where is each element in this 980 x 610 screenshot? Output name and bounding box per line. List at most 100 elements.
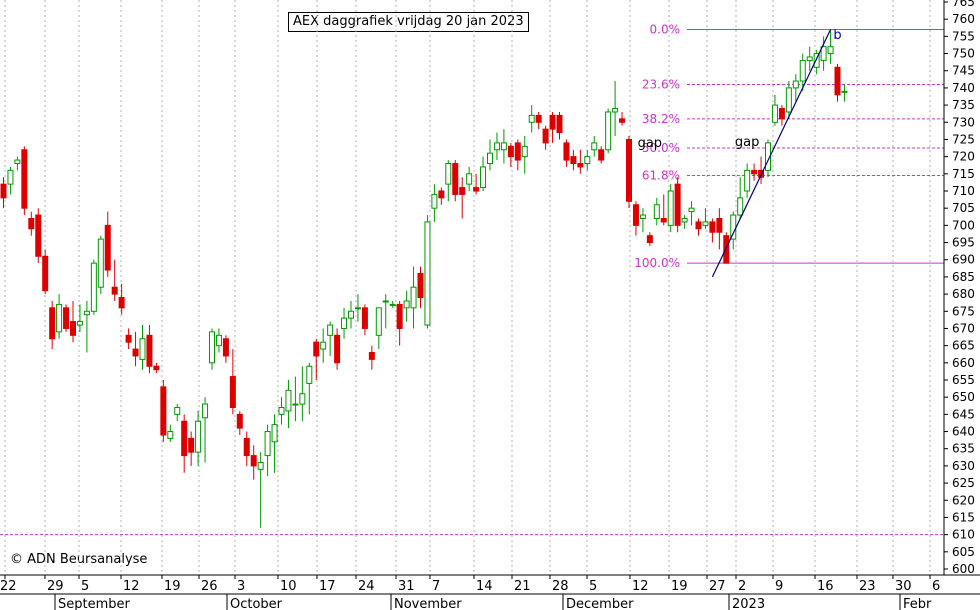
candle: [785, 81, 792, 119]
candle: [334, 328, 341, 370]
candle: [410, 266, 417, 329]
x-tick-label: 17: [319, 579, 336, 594]
candle-body: [549, 114, 556, 130]
candle: [90, 259, 97, 315]
candle: [716, 208, 723, 250]
candle-body: [153, 365, 160, 371]
candle-body: [7, 169, 14, 185]
candle-body: [139, 338, 146, 360]
candle: [285, 380, 292, 429]
candle-body: [695, 221, 702, 230]
candle: [841, 84, 848, 102]
candle-body: [709, 221, 716, 233]
x-tick-label: 26: [201, 579, 218, 594]
candle-body: [702, 221, 709, 226]
y-tick-label: 710: [952, 184, 975, 198]
y-tick-label: 630: [952, 459, 975, 473]
fibonacci-levels: 0.0% 23.6% 38.2% 50.0% 61.8% 100.0%: [0, 22, 944, 536]
y-tick-label: 705: [952, 201, 975, 215]
candle-body: [820, 46, 827, 61]
y-tick-label: 720: [952, 150, 975, 164]
candle: [500, 129, 507, 164]
candle: [313, 338, 320, 380]
y-tick-label: 660: [952, 356, 975, 370]
candle-body: [410, 286, 417, 309]
fib-label: 38.2%: [642, 112, 680, 126]
candle: [660, 194, 667, 226]
y-tick-label: 600: [952, 562, 975, 576]
candle: [702, 208, 709, 229]
candle: [382, 294, 389, 329]
candle-body: [473, 187, 480, 192]
candle-body: [841, 90, 848, 93]
candle-body: [278, 406, 285, 415]
candle-body: [76, 321, 83, 326]
candle: [97, 235, 104, 295]
candle-body: [535, 114, 542, 123]
candle: [146, 325, 153, 374]
candle-body: [97, 238, 104, 288]
candle-body: [737, 197, 744, 216]
candle-body: [570, 156, 577, 165]
candle: [542, 125, 549, 150]
candle: [132, 331, 139, 367]
candle-body: [229, 376, 236, 408]
candle-body: [493, 142, 500, 151]
candle: [813, 50, 820, 75]
candle: [341, 307, 348, 339]
candle: [674, 177, 681, 233]
candle: [348, 300, 354, 329]
candle-body: [35, 214, 42, 257]
y-tick-label: 610: [952, 528, 975, 542]
candle-body: [716, 217, 723, 233]
candle-body: [222, 338, 229, 357]
candle: [493, 132, 500, 161]
x-tick-label: 19: [671, 579, 688, 594]
y-tick-label: 675: [952, 304, 975, 318]
candle-body: [167, 431, 174, 439]
candle-body: [313, 341, 320, 357]
candle: [14, 156, 21, 171]
y-tick-label: 620: [952, 493, 975, 507]
x-tick-label: 2: [738, 579, 746, 594]
candle-body: [827, 46, 834, 55]
y-tick-label: 605: [952, 545, 975, 559]
candle: [160, 380, 167, 442]
candle: [438, 187, 445, 205]
candle-body: [174, 406, 181, 415]
candle: [118, 283, 125, 315]
candle-body: [584, 156, 591, 165]
candle: [751, 163, 758, 181]
y-tick-label: 640: [952, 425, 975, 439]
x-tick-label: 19: [164, 579, 181, 594]
y-tick-label: 700: [952, 218, 975, 232]
annotations: gap gap b: [638, 28, 842, 151]
candle-body: [181, 420, 188, 457]
candle: [507, 142, 514, 167]
y-tick-label: 760: [952, 12, 975, 26]
y-tick-label: 750: [952, 47, 975, 61]
candle-body: [14, 159, 21, 165]
x-tick-label: 12: [632, 579, 649, 594]
wave-label-b: b: [833, 28, 841, 43]
y-tick-label: 615: [952, 510, 975, 524]
candle: [0, 177, 7, 209]
candle: [549, 111, 556, 143]
candle: [799, 53, 806, 92]
x-tick-label: 5: [589, 579, 597, 594]
candle-body: [619, 118, 626, 123]
candle: [563, 139, 570, 167]
candle-body: [514, 142, 521, 161]
y-tick-label: 685: [952, 270, 975, 284]
candle: [202, 397, 209, 463]
candle-body: [202, 403, 209, 419]
candle-body: [160, 386, 167, 436]
candle-body: [452, 163, 459, 195]
candle-body: [417, 272, 424, 299]
candle: [7, 166, 14, 195]
candle: [577, 149, 584, 174]
trendline: [711, 29, 832, 278]
candle: [111, 259, 118, 301]
candle: [598, 146, 605, 164]
y-tick-label: 730: [952, 115, 975, 129]
